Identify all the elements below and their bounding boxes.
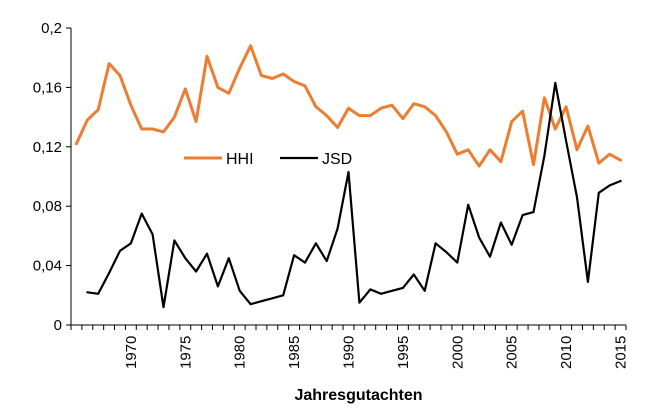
series-layer <box>74 44 623 309</box>
y-tick-label: 0,04 <box>33 258 62 275</box>
series-line-hhi <box>74 44 623 168</box>
x-tick-label: 2000 <box>449 336 466 369</box>
y-tick-label: 0 <box>54 317 62 334</box>
x-tick-label: 1990 <box>341 336 358 369</box>
x-tick-label: 1970 <box>123 336 140 369</box>
x-tick-label: 2010 <box>558 336 575 369</box>
x-tick-label: 1980 <box>232 336 249 369</box>
y-tick-label: 0,12 <box>33 139 62 156</box>
x-tick-label: 1975 <box>177 336 194 369</box>
legend: HHI JSD <box>184 151 352 168</box>
x-tick-label: 1985 <box>286 336 303 369</box>
x-axis-label: Jahresgutachten <box>294 387 422 404</box>
legend-label-hhi: HHI <box>226 151 254 168</box>
axes: 0 0,04 0,08 0,12 0,16 0,2 1970 1975 1980 1985 1990… <box>33 20 630 369</box>
legend-label-jsd: JSD <box>322 151 352 168</box>
x-tick-label: 1995 <box>395 336 412 369</box>
series-line-jsd <box>86 81 622 309</box>
y-tick-label: 0,16 <box>33 79 62 96</box>
y-tick-label: 0,08 <box>33 198 62 215</box>
x-tick-label: 2015 <box>613 336 630 369</box>
x-tick-label: 2005 <box>504 336 521 369</box>
y-tick-label: 0,2 <box>41 20 62 37</box>
